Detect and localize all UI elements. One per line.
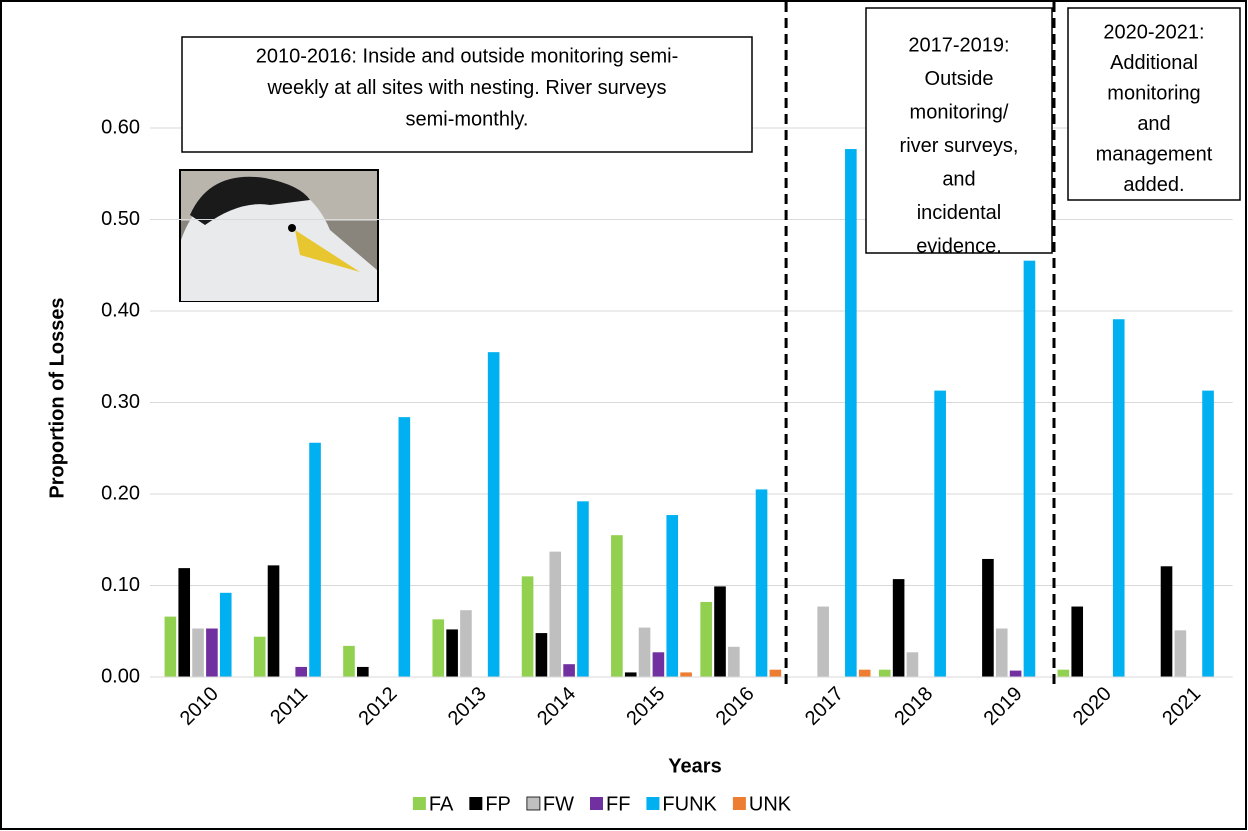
- legend-label: FW: [543, 793, 574, 815]
- legend-item: UNK: [732, 793, 792, 815]
- bar: [343, 645, 355, 677]
- legend-swatch: [732, 797, 746, 810]
- annotation-text: river surveys,: [900, 135, 1019, 157]
- bar: [253, 636, 266, 677]
- bar: [1009, 670, 1022, 677]
- bar: [714, 586, 726, 677]
- bar: [680, 672, 692, 677]
- legend-label: FUNK: [662, 793, 717, 815]
- bar: [982, 558, 994, 677]
- annotation-text: monitoring: [1107, 82, 1200, 104]
- bar: [858, 669, 871, 677]
- bar: [1202, 390, 1214, 677]
- annotation-text: management: [1096, 143, 1213, 165]
- bar: [1160, 566, 1173, 677]
- bar: [432, 619, 445, 677]
- bar: [878, 669, 891, 677]
- annotation-text: Outside: [925, 68, 994, 90]
- annotation-box: [1067, 7, 1241, 201]
- legend-swatch: [412, 797, 426, 810]
- bar: [755, 489, 768, 677]
- bar: [563, 664, 575, 677]
- y-tick-label: 0.00: [101, 665, 140, 687]
- bar: [577, 501, 589, 677]
- legend-label: UNK: [749, 793, 792, 815]
- annotation-box: [181, 36, 753, 153]
- annotation-text: added.: [1123, 174, 1184, 196]
- bar: [460, 610, 472, 677]
- legend-label: FF: [606, 793, 630, 815]
- bar: [267, 565, 280, 677]
- annotation-text: 2020-2021:: [1103, 21, 1204, 43]
- bar: [817, 606, 829, 677]
- y-tick-label: 0.10: [101, 574, 140, 596]
- bar: [1057, 669, 1070, 677]
- annotation-text: monitoring/: [910, 101, 1009, 123]
- y-tick-label: 0.30: [101, 391, 140, 413]
- legend-item: FW: [526, 793, 574, 815]
- bar: [219, 592, 232, 677]
- annotation-box: [865, 7, 1053, 254]
- annotation-text: evidence.: [916, 235, 1002, 257]
- bar: [892, 579, 905, 677]
- legend-item: FA: [412, 793, 454, 815]
- legend-swatch: [646, 797, 660, 810]
- y-tick-label: 0.50: [101, 208, 140, 230]
- bar: [1071, 606, 1084, 677]
- legend-swatch: [469, 797, 483, 810]
- bar: [521, 576, 534, 677]
- annotation-text: Additional: [1110, 52, 1198, 74]
- bar: [535, 633, 548, 677]
- legend-item: FF: [589, 793, 630, 815]
- legend-item: FUNK: [646, 793, 718, 815]
- bird-photo: [179, 169, 379, 302]
- annotation-text: 2017-2019:: [908, 34, 1009, 56]
- legend-item: FP: [469, 793, 511, 815]
- legend-swatch: [589, 797, 603, 810]
- bar: [549, 551, 562, 677]
- y-tick-label: 0.40: [101, 299, 140, 321]
- bar: [1174, 630, 1187, 677]
- annotation-text: 2010-2016: Inside and outside monitoring…: [256, 45, 678, 67]
- bar: [995, 628, 1008, 677]
- bar: [164, 616, 177, 677]
- annotation-text: incidental: [917, 202, 1002, 224]
- bar: [487, 352, 500, 677]
- bar: [178, 568, 191, 677]
- legend-label: FA: [429, 793, 454, 815]
- bar: [1112, 319, 1125, 677]
- annotation-text: semi-monthly.: [406, 108, 529, 130]
- legend-swatch: [526, 796, 541, 811]
- bar: [728, 646, 740, 677]
- y-axis-title: Proportion of Losses: [46, 297, 68, 498]
- legend-label: FP: [485, 793, 511, 815]
- bar: [398, 417, 411, 677]
- bar: [638, 627, 651, 677]
- bar: [1023, 260, 1036, 677]
- bar: [624, 672, 637, 677]
- bar: [309, 442, 321, 677]
- bar: [446, 629, 458, 677]
- bar: [192, 628, 204, 677]
- bar: [611, 535, 623, 677]
- bar: [845, 149, 857, 678]
- bar: [652, 652, 665, 677]
- bar: [206, 628, 218, 677]
- y-tick-label: 0.60: [101, 116, 140, 138]
- bar: [906, 652, 919, 677]
- annotation-text: and: [1137, 113, 1170, 135]
- y-tick-label: 0.20: [101, 482, 140, 504]
- bar: [769, 669, 782, 677]
- x-axis-title: Years: [668, 755, 721, 777]
- annotation-text: weekly at all sites with nesting. River …: [266, 77, 666, 99]
- bar: [295, 666, 308, 677]
- bar: [700, 601, 712, 677]
- bar: [934, 390, 946, 677]
- bar: [666, 515, 679, 677]
- annotation-text: and: [942, 168, 975, 190]
- bar: [357, 666, 369, 677]
